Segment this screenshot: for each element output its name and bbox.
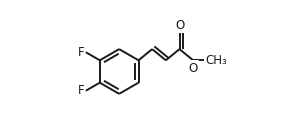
Text: CH₃: CH₃ [205,54,227,67]
Text: F: F [78,84,84,97]
Text: O: O [189,62,198,75]
Text: O: O [175,19,184,32]
Text: F: F [78,46,84,59]
